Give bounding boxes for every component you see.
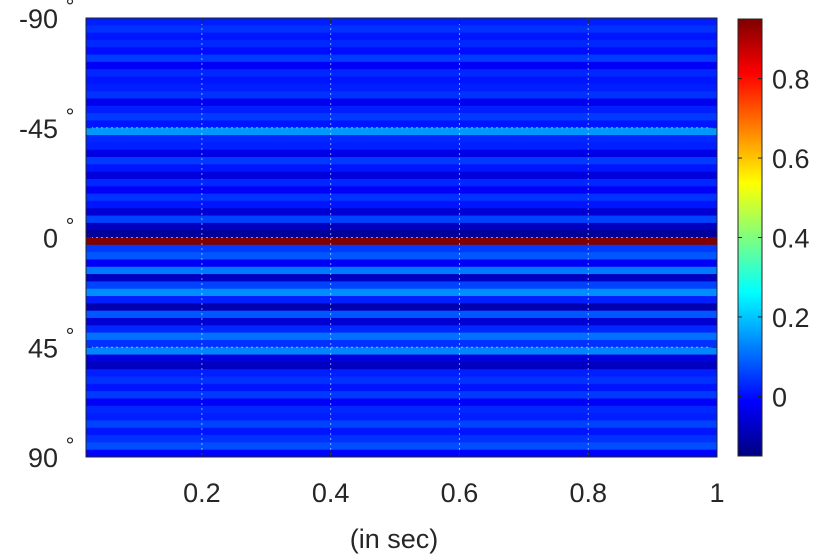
heatmap-band <box>86 105 717 114</box>
heatmap-band <box>86 274 717 282</box>
heatmap-band <box>86 325 717 334</box>
heatmap-band <box>86 69 717 78</box>
heatmap-band <box>86 420 717 429</box>
y-tick-label: 45 <box>28 333 58 363</box>
heatmap-band <box>86 32 717 41</box>
heatmap-band <box>86 317 717 326</box>
heatmap-band <box>86 54 717 63</box>
y-tick-degree-symbol: ° <box>66 214 75 239</box>
y-tick-degree-symbol: ° <box>66 0 75 19</box>
heatmap-band <box>86 120 717 129</box>
heatmap-band <box>86 178 717 187</box>
heatmap-band <box>86 296 717 304</box>
x-tick-label: 0.4 <box>312 478 350 508</box>
heatmap-band <box>86 215 717 224</box>
y-tick-label: -90 <box>19 4 58 34</box>
x-tick-label: 0.8 <box>569 478 607 508</box>
plot-area <box>86 18 717 457</box>
heatmap-band <box>86 369 717 378</box>
heatmap-band <box>86 18 717 26</box>
heatmap-band <box>86 252 717 261</box>
heatmap-band <box>86 230 717 239</box>
heatmap-band <box>86 76 717 85</box>
x-tick-label: 1 <box>709 478 724 508</box>
heatmap-band <box>86 398 717 407</box>
colorbar-tick-label: 0.8 <box>772 65 810 95</box>
heatmap-band <box>86 39 717 48</box>
heatmap-band <box>86 376 717 385</box>
heatmap-band <box>86 244 717 253</box>
heatmap-band <box>86 83 717 92</box>
heatmap-band <box>86 259 717 268</box>
heatmap-band <box>86 354 717 363</box>
heatmap-band <box>86 332 717 341</box>
heatmap-band <box>86 435 717 443</box>
y-tick-label: 90 <box>28 443 58 473</box>
heatmap-band <box>86 222 717 231</box>
heatmap-band <box>86 149 717 158</box>
heatmap-band <box>86 113 717 122</box>
heatmap-band <box>86 157 717 165</box>
heatmap-band <box>86 47 717 56</box>
heatmap-band <box>86 208 717 217</box>
heatmap-band <box>86 25 717 34</box>
heatmap-band <box>86 193 717 202</box>
y-axis: -90 ° -45 ° 0 ° 45 ° 90 ° <box>19 0 717 473</box>
colorbar-tick-label: 0.6 <box>772 144 810 174</box>
heatmap-band <box>86 383 717 392</box>
colorbar-tick-label: 0 <box>772 382 787 412</box>
heatmap-band <box>86 449 717 457</box>
heatmap-band <box>86 442 717 451</box>
heatmap-band <box>86 98 717 107</box>
heatmap-band <box>86 281 717 290</box>
heatmap-band <box>86 405 717 414</box>
heatmap-band <box>86 171 717 180</box>
heatmap-band <box>86 361 717 370</box>
heatmap-band <box>86 142 717 151</box>
colorbar-tick-label: 0.2 <box>772 303 810 333</box>
y-tick-degree-symbol: ° <box>66 104 75 129</box>
heatmap-band <box>86 127 717 136</box>
heatmap-band <box>86 310 717 319</box>
y-tick-degree-symbol: ° <box>66 433 75 458</box>
y-tick-degree-symbol: ° <box>66 323 75 348</box>
x-tick-label: 0.2 <box>183 478 221 508</box>
heatmap-band <box>86 135 717 143</box>
heatmap-band <box>86 347 717 356</box>
heatmap-band <box>86 303 717 312</box>
heatmap-band <box>86 288 717 297</box>
heatmap-band <box>86 237 717 246</box>
heatmap-band <box>86 61 717 70</box>
heatmap-band <box>86 413 717 422</box>
colorbar: 0 0.2 0.4 0.6 0.8 <box>737 18 810 457</box>
heatmap-band <box>86 391 717 400</box>
heatmap-band <box>86 339 717 348</box>
heatmap-band <box>86 164 717 173</box>
x-axis-label: (in sec) <box>350 524 439 554</box>
heatmap-band <box>86 200 717 209</box>
y-tick-label: 0 <box>43 224 58 254</box>
x-tick-label: 0.6 <box>441 478 479 508</box>
colorbar-tick-label: 0.4 <box>772 224 810 254</box>
heatmap-band <box>86 427 717 436</box>
y-tick-label: -45 <box>19 114 58 144</box>
x-axis: 0.2 0.4 0.6 0.8 1 <box>183 18 725 508</box>
heatmap-band <box>86 186 717 195</box>
heatmap-band <box>86 266 717 275</box>
heatmap-band <box>86 91 717 100</box>
